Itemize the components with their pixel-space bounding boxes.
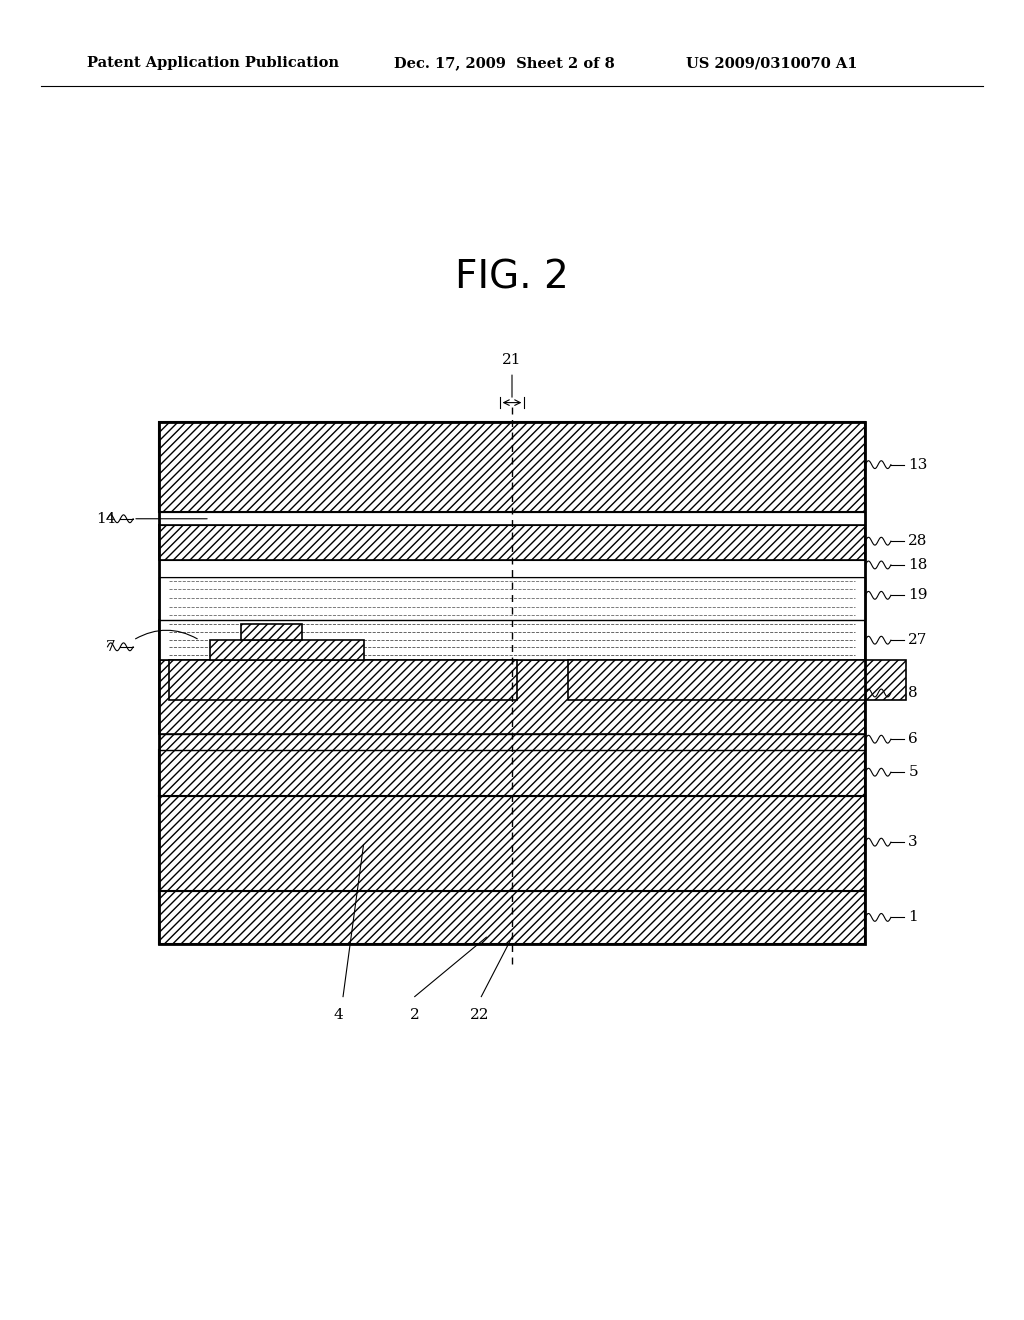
Bar (159, 422, 865, 512)
Text: 5: 5 (908, 766, 918, 779)
Text: 22: 22 (469, 1008, 489, 1023)
Bar (159, 620, 865, 660)
Bar (568, 660, 906, 700)
Bar (159, 796, 865, 891)
Text: 28: 28 (908, 535, 928, 548)
Text: Dec. 17, 2009  Sheet 2 of 8: Dec. 17, 2009 Sheet 2 of 8 (394, 57, 615, 70)
Text: 3: 3 (908, 836, 918, 849)
Text: Patent Application Publication: Patent Application Publication (87, 57, 339, 70)
Text: 1: 1 (908, 911, 919, 924)
Bar (159, 660, 865, 734)
Text: 8: 8 (908, 686, 918, 700)
Text: 6: 6 (908, 733, 919, 746)
Text: 2: 2 (410, 1008, 420, 1023)
Text: 14: 14 (96, 512, 116, 525)
Bar (159, 577, 865, 620)
Text: 13: 13 (908, 458, 928, 471)
Bar (159, 512, 865, 525)
Bar (159, 422, 865, 944)
Text: 18: 18 (908, 558, 928, 572)
Bar (169, 660, 517, 700)
Bar (159, 734, 865, 750)
Bar (159, 560, 865, 577)
Text: 19: 19 (908, 589, 928, 602)
Text: 21: 21 (502, 352, 522, 367)
Text: 7: 7 (106, 640, 116, 653)
Text: US 2009/0310070 A1: US 2009/0310070 A1 (686, 57, 857, 70)
Bar (241, 624, 302, 640)
Text: 4: 4 (333, 1008, 343, 1023)
Bar (159, 525, 865, 560)
Text: 27: 27 (908, 634, 928, 647)
Text: FIG. 2: FIG. 2 (455, 259, 569, 296)
Bar (159, 891, 865, 944)
Bar (159, 750, 865, 796)
Bar (210, 640, 364, 660)
